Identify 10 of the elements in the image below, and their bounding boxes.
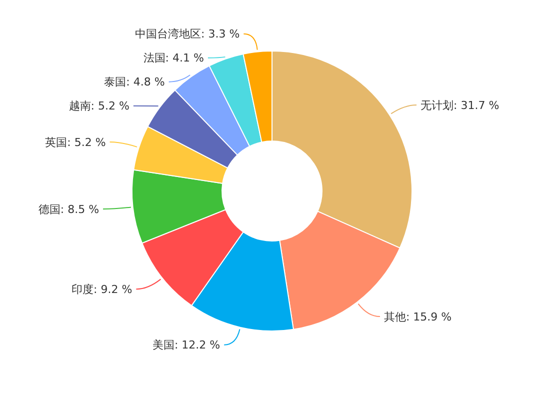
slice-label: 印度: 9.2 % (72, 282, 132, 296)
slice-label: 越南: 5.2 % (68, 100, 130, 113)
slice-label: 泰国: 4.8 % (104, 76, 165, 89)
slice-label: 无计划: 31.7 % (420, 98, 500, 112)
slice-label: 德国: 8.5 % (38, 202, 100, 216)
slice-label: 美国: 12.2 % (152, 338, 220, 352)
slice-label: 法国: 4.1 % (143, 52, 204, 65)
slice-label: 其他: 15.9 % (384, 310, 452, 324)
slice-label: 英国: 5.2 % (45, 136, 106, 149)
slice-label: 中国台湾地区: 3.3 % (135, 28, 240, 41)
